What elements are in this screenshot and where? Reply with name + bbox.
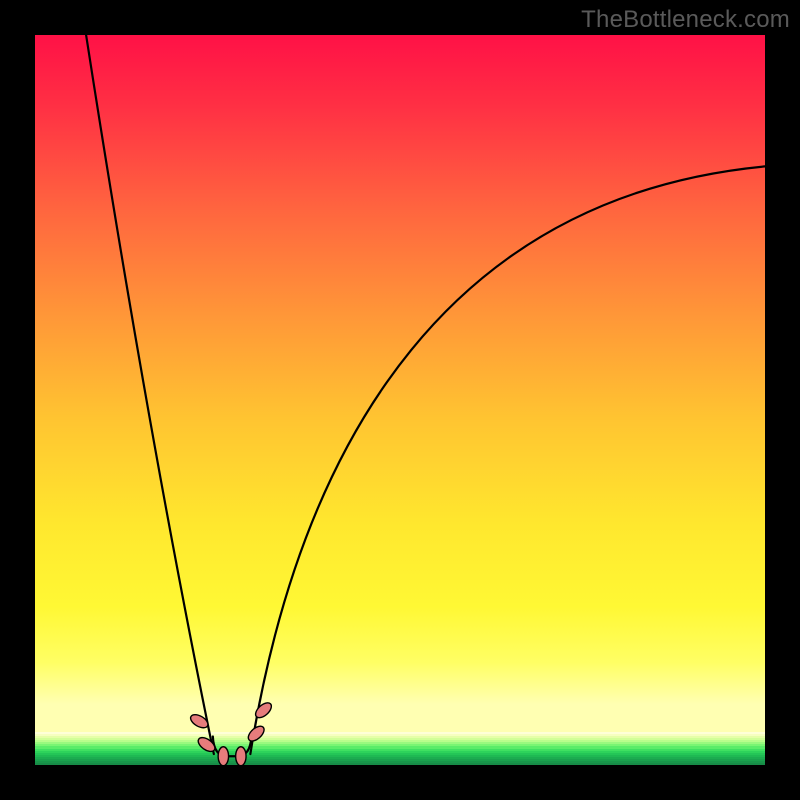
watermark-text: TheBottleneck.com [581,6,790,34]
bottleneck-curve-svg [35,35,765,765]
marker-lozenge [218,747,228,766]
curve-left-branch [86,35,214,754]
marker-lozenge [236,747,246,766]
curve-right-branch [250,166,765,754]
marker-lozenge [246,723,267,743]
plot-area [35,35,765,765]
